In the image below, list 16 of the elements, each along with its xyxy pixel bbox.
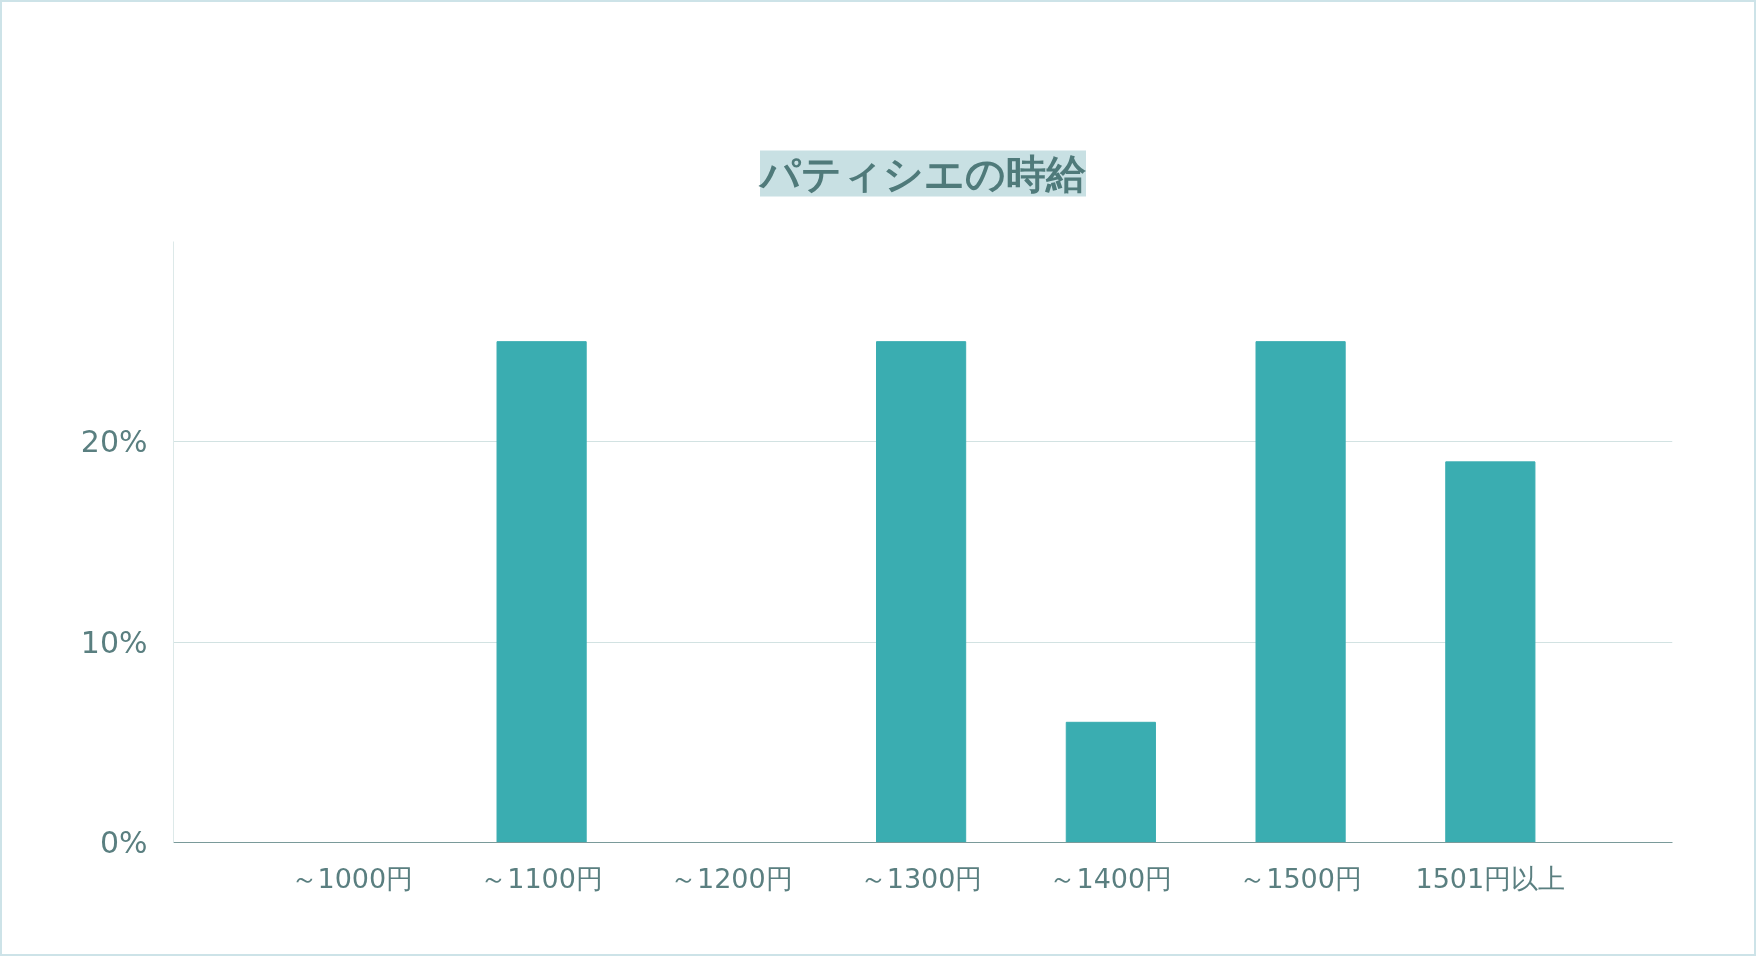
- x-tick-label: ～1500円: [1239, 862, 1362, 894]
- x-tick-label: 1501円以上: [1415, 862, 1566, 894]
- y-tick-label: 10%: [80, 624, 148, 660]
- chart-title: パティシエの時給: [758, 150, 1087, 197]
- x-tick-label: ～1200円: [670, 862, 793, 894]
- y-tick-label: 20%: [80, 424, 148, 460]
- bar: [876, 341, 967, 843]
- x-tick-label: ～1100円: [480, 862, 603, 894]
- y-tick-label: 0%: [99, 825, 148, 860]
- bar: [1065, 721, 1156, 843]
- x-tick-label: ～1300円: [859, 862, 983, 894]
- x-tick-label: ～1400円: [1049, 862, 1173, 894]
- bar: [1445, 461, 1536, 843]
- bar: [1255, 341, 1346, 843]
- bar: [496, 341, 587, 843]
- x-tick-label: ～1000円: [290, 862, 414, 894]
